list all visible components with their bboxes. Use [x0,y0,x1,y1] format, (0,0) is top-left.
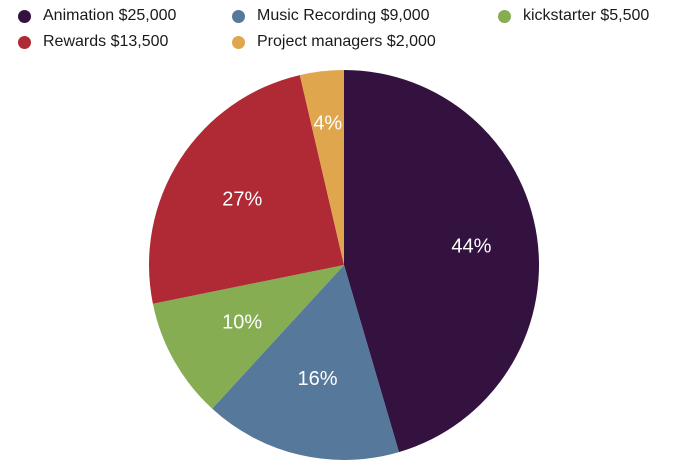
legend-label-kickstarter: kickstarter $5,500 [523,7,650,24]
chart-legend: Animation $25,000 Music Recording $9,000… [0,0,700,60]
legend-marker-rewards [18,35,31,49]
legend-label-music-recording: Music Recording $9,000 [257,7,430,24]
slice-label-project-managers: 4% [313,113,342,135]
legend-label-rewards: Rewards $13,500 [43,33,169,50]
pie-slice-rewards [149,75,344,304]
legend-item-animation: Animation $25,000 [18,7,176,25]
pie-slice-project-managers [299,70,344,265]
pie-slice-animation [344,70,539,453]
slice-label-rewards: 27% [222,189,262,211]
legend-marker-music-recording [232,9,245,23]
legend-marker-project-managers [232,35,245,49]
pie-slice-music-recording [212,265,399,460]
pie-slice-kickstarter [152,265,344,409]
legend-marker-animation [18,9,31,23]
legend-item-music-recording: Music Recording $9,000 [232,7,430,25]
legend-item-rewards: Rewards $13,500 [18,33,168,51]
legend-label-animation: Animation $25,000 [43,7,177,24]
legend-label-project-managers: Project managers $2,000 [257,33,436,50]
legend-marker-kickstarter [498,9,511,23]
slice-label-kickstarter: 10% [222,312,262,334]
legend-item-project-managers: Project managers $2,000 [232,33,436,51]
slice-label-music-recording: 16% [297,368,337,390]
slice-label-animation: 44% [451,236,491,258]
legend-item-kickstarter: kickstarter $5,500 [498,7,649,25]
